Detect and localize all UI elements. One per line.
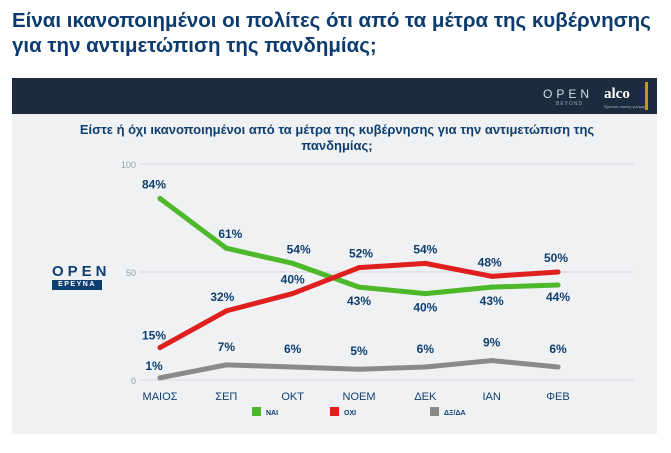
data-label: 43% [480,294,504,308]
data-point [422,260,428,266]
data-point [223,245,229,251]
data-label: 44% [546,290,570,304]
data-point [157,345,163,351]
data-label: 48% [478,255,502,269]
open-erevna-tagline: ΕΡΕΥΝΑ [52,280,102,290]
accent-stripe [645,82,648,110]
data-label: 43% [347,294,371,308]
legend-label: ΝΑΙ [266,410,278,417]
line-chart: 0 50 100 ΜΑΙΟΣ ΣΕΠ ΟΚΤ ΝΟΕΜ ΔΕΚ ΙΑΝ ΦΕΒ 84% 61% 54% 4… [121,160,634,417]
data-label: 61% [218,227,242,241]
open-erevna-logo: OPEN [52,263,111,280]
data-point [489,358,495,364]
x-tick-label: ΦΕΒ [546,391,569,403]
legend-swatch [330,407,339,416]
y-tick-label: 0 [131,376,136,386]
alco-logo: alco [604,86,630,102]
alco-tagline: Έρευνες κοινής γνώμης [604,104,647,109]
data-label: 84% [142,178,166,192]
data-label: 40% [413,301,437,315]
x-tick-label: ΣΕΠ [215,391,237,403]
data-point [422,291,428,297]
data-point [356,265,362,271]
data-point [356,366,362,372]
chart-title: Είστε ή όχι ικανοποιημένοι από τα μέτρα … [79,122,595,153]
data-point [223,308,229,314]
data-label: 54% [413,242,437,256]
data-point [555,364,561,370]
data-point [290,291,296,297]
page-headline: Είναι ικανοποιημένοι οι πολίτες ότι από … [12,9,651,57]
data-point [356,284,362,290]
data-point [489,284,495,290]
data-label: 52% [349,247,373,261]
data-point [157,375,163,381]
data-point [555,282,561,288]
data-label: 6% [549,342,567,356]
data-point [157,196,163,202]
x-tick-label: ΟΚΤ [281,391,304,403]
data-label: 9% [483,336,501,350]
legend-swatch [252,407,261,416]
x-tick-label: ΙΑΝ [482,391,500,403]
y-tick-label: 50 [126,268,136,278]
legend-swatch [430,407,439,416]
data-label: 32% [210,290,234,304]
y-tick-label: 100 [121,160,136,170]
data-point [555,269,561,275]
data-point [290,260,296,266]
data-label: 7% [218,340,236,354]
x-tick-label: ΜΑΙΟΣ [143,391,178,403]
data-label: 50% [544,251,568,265]
data-point [223,362,229,368]
data-label: 40% [281,273,305,287]
data-label: 1% [145,359,163,373]
data-point [290,364,296,370]
data-label: 6% [284,342,302,356]
legend-label: ΟΧΙ [344,410,356,417]
chart-panel: OPEN BEYOND alco Έρευνες κοινής γνώμης Ε… [12,78,657,434]
data-label: 5% [350,344,368,358]
open-beyond-logo: OPEN [543,87,594,101]
data-point [422,364,428,370]
open-beyond-tagline: BEYOND [556,101,584,107]
x-tick-label: ΔΕΚ [414,391,437,403]
brand-bar: OPEN BEYOND alco Έρευνες κοινής γνώμης [12,78,657,114]
x-tick-label: ΝΟΕΜ [343,391,376,403]
legend-label: ΔΞ/ΔΑ [444,410,466,417]
data-label: 54% [287,242,311,256]
data-label: 6% [417,342,435,356]
data-point [489,273,495,279]
data-label: 15% [142,329,166,343]
